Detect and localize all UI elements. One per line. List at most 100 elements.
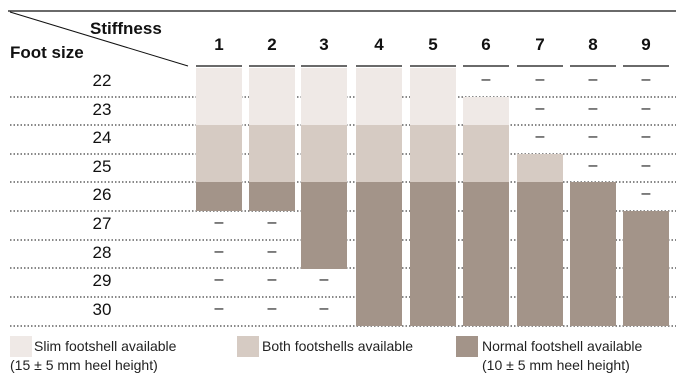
foot-size-header: Foot size <box>10 43 84 62</box>
both-footshell-cell <box>463 125 509 154</box>
normal-footshell-cell <box>356 182 402 211</box>
slim-footshell-cell <box>249 97 295 126</box>
normal-footshell-cell <box>623 297 669 326</box>
foot-size-label: 25 <box>92 157 112 176</box>
slim-footshell-cell <box>301 68 347 97</box>
not-available-dash: – <box>481 71 491 88</box>
stiffness-column-header: 2 <box>267 35 277 54</box>
both-footshell-cell <box>410 154 456 183</box>
not-available-dash: – <box>214 243 224 260</box>
normal-footshell-cell <box>623 240 669 269</box>
not-available-dash: – <box>641 71 651 88</box>
normal-footshell-cell <box>410 268 456 297</box>
slim-footshell-cell <box>463 97 509 126</box>
not-available-dash: – <box>267 300 277 317</box>
normal-footshell-cell <box>517 268 563 297</box>
not-available-dash: – <box>214 271 224 288</box>
normal-footshell-cell <box>463 211 509 240</box>
stiffness-column-header: 6 <box>481 35 491 54</box>
not-available-dash: – <box>535 100 545 117</box>
both-footshell-cell <box>410 125 456 154</box>
normal-footshell-cell <box>570 240 616 269</box>
stiffness-column-header: 4 <box>374 35 384 54</box>
not-available-dash: – <box>267 214 277 231</box>
both-footshell-cell <box>301 125 347 154</box>
normal-footshell-cell <box>463 268 509 297</box>
slim-footshell-cell <box>356 97 402 126</box>
normal-footshell-cell <box>570 211 616 240</box>
foot-size-label: 26 <box>92 185 112 204</box>
both-footshell-cell <box>463 154 509 183</box>
both-footshell-cell <box>517 154 563 183</box>
normal-footshell-cell <box>356 297 402 326</box>
slim-footshell-cell <box>410 97 456 126</box>
stiffness-column-header: 9 <box>641 35 651 54</box>
normal-footshell-cell <box>623 268 669 297</box>
normal-footshell-cell <box>517 211 563 240</box>
normal-footshell-cell <box>410 297 456 326</box>
normal-footshell-cell <box>356 268 402 297</box>
not-available-dash: – <box>319 300 329 317</box>
slim-footshell-cell <box>196 68 242 97</box>
legend-note: (15 ± 5 mm heel height) <box>10 357 158 373</box>
legend-label: Both footshells available <box>262 338 413 354</box>
both-footshell-cell <box>249 154 295 183</box>
not-available-dash: – <box>641 185 651 202</box>
normal-footshell-cell <box>410 240 456 269</box>
not-available-dash: – <box>267 271 277 288</box>
stiffness-column-header: 1 <box>214 35 224 54</box>
foot-size-label: 22 <box>92 71 112 90</box>
both-legend-swatch <box>237 336 259 357</box>
legend-label: Slim footshell available <box>34 338 177 354</box>
normal-footshell-cell <box>570 182 616 211</box>
legend-note: (10 ± 5 mm heel height) <box>482 357 630 373</box>
both-footshell-cell <box>196 125 242 154</box>
corner-diagonal <box>9 11 189 67</box>
normal-footshell-cell <box>517 297 563 326</box>
not-available-dash: – <box>588 100 598 117</box>
slim-legend-swatch <box>10 336 32 357</box>
both-footshell-cell <box>356 125 402 154</box>
foot-size-label: 30 <box>92 300 112 319</box>
normal-footshell-cell <box>570 297 616 326</box>
normal-footshell-cell <box>570 268 616 297</box>
slim-footshell-cell <box>356 68 402 97</box>
foot-size-label: 24 <box>92 128 112 147</box>
normal-footshell-cell <box>196 182 242 211</box>
stiffness-header: Stiffness <box>90 19 162 38</box>
normal-footshell-cell <box>410 211 456 240</box>
both-footshell-cell <box>356 154 402 183</box>
normal-footshell-cell <box>301 182 347 211</box>
not-available-dash: – <box>641 128 651 145</box>
normal-footshell-cell <box>249 182 295 211</box>
both-footshell-cell <box>301 154 347 183</box>
slim-footshell-cell <box>196 97 242 126</box>
both-footshell-cell <box>249 125 295 154</box>
both-footshell-cell <box>196 154 242 183</box>
normal-footshell-cell <box>517 240 563 269</box>
normal-footshell-cell <box>463 240 509 269</box>
not-available-dash: – <box>588 157 598 174</box>
normal-footshell-cell <box>301 240 347 269</box>
not-available-dash: – <box>641 157 651 174</box>
not-available-dash: – <box>535 71 545 88</box>
normal-footshell-cell <box>301 211 347 240</box>
normal-footshell-cell <box>356 240 402 269</box>
not-available-dash: – <box>535 128 545 145</box>
slim-footshell-cell <box>410 68 456 97</box>
slim-footshell-cell <box>301 97 347 126</box>
stiffness-column-header: 5 <box>428 35 438 54</box>
not-available-dash: – <box>214 214 224 231</box>
normal-footshell-cell <box>623 211 669 240</box>
foot-size-label: 27 <box>92 214 112 233</box>
legend-label: Normal footshell available <box>482 338 643 354</box>
normal-footshell-cell <box>356 211 402 240</box>
not-available-dash: – <box>588 128 598 145</box>
stiffness-column-header: 3 <box>319 35 329 54</box>
normal-legend-swatch <box>456 336 478 357</box>
stiffness-column-header: 8 <box>588 35 598 54</box>
stiffness-column-header: 7 <box>535 35 545 54</box>
not-available-dash: – <box>319 271 329 288</box>
foot-size-label: 29 <box>92 271 112 290</box>
